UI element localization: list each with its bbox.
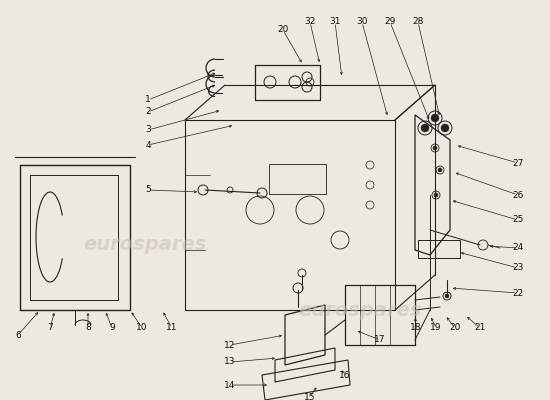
Text: 6: 6 — [15, 330, 21, 340]
Text: 4: 4 — [145, 140, 151, 150]
Text: 17: 17 — [374, 336, 386, 344]
Circle shape — [431, 114, 439, 122]
Text: 28: 28 — [412, 18, 424, 26]
Text: eurospares: eurospares — [83, 236, 207, 254]
Text: 14: 14 — [224, 380, 236, 390]
Circle shape — [445, 294, 449, 298]
Text: 27: 27 — [512, 158, 524, 168]
Circle shape — [441, 124, 449, 132]
Text: 1: 1 — [145, 96, 151, 104]
Text: 30: 30 — [356, 18, 368, 26]
Text: 5: 5 — [145, 186, 151, 194]
Text: 13: 13 — [224, 358, 236, 366]
Text: 29: 29 — [384, 18, 395, 26]
Text: 23: 23 — [512, 264, 524, 272]
Text: 22: 22 — [513, 288, 524, 298]
Text: 7: 7 — [47, 324, 53, 332]
Text: 21: 21 — [474, 324, 486, 332]
Circle shape — [434, 193, 438, 197]
Text: 8: 8 — [85, 324, 91, 332]
Text: 3: 3 — [145, 126, 151, 134]
Text: 26: 26 — [512, 190, 524, 200]
Text: 20: 20 — [277, 26, 289, 34]
Circle shape — [421, 124, 429, 132]
Text: 16: 16 — [339, 370, 351, 380]
Text: 18: 18 — [410, 324, 422, 332]
Text: 31: 31 — [329, 18, 341, 26]
Circle shape — [438, 168, 442, 172]
Text: 9: 9 — [109, 324, 115, 332]
Text: 32: 32 — [304, 18, 316, 26]
Text: 19: 19 — [430, 324, 442, 332]
Text: eurospares: eurospares — [298, 300, 422, 320]
Text: 24: 24 — [513, 244, 524, 252]
Text: 2: 2 — [145, 108, 151, 116]
Text: 25: 25 — [512, 216, 524, 224]
Text: 11: 11 — [166, 324, 178, 332]
Text: 12: 12 — [224, 340, 236, 350]
Text: 20: 20 — [449, 324, 461, 332]
Circle shape — [433, 146, 437, 150]
Text: 15: 15 — [304, 392, 316, 400]
Text: 10: 10 — [136, 324, 148, 332]
